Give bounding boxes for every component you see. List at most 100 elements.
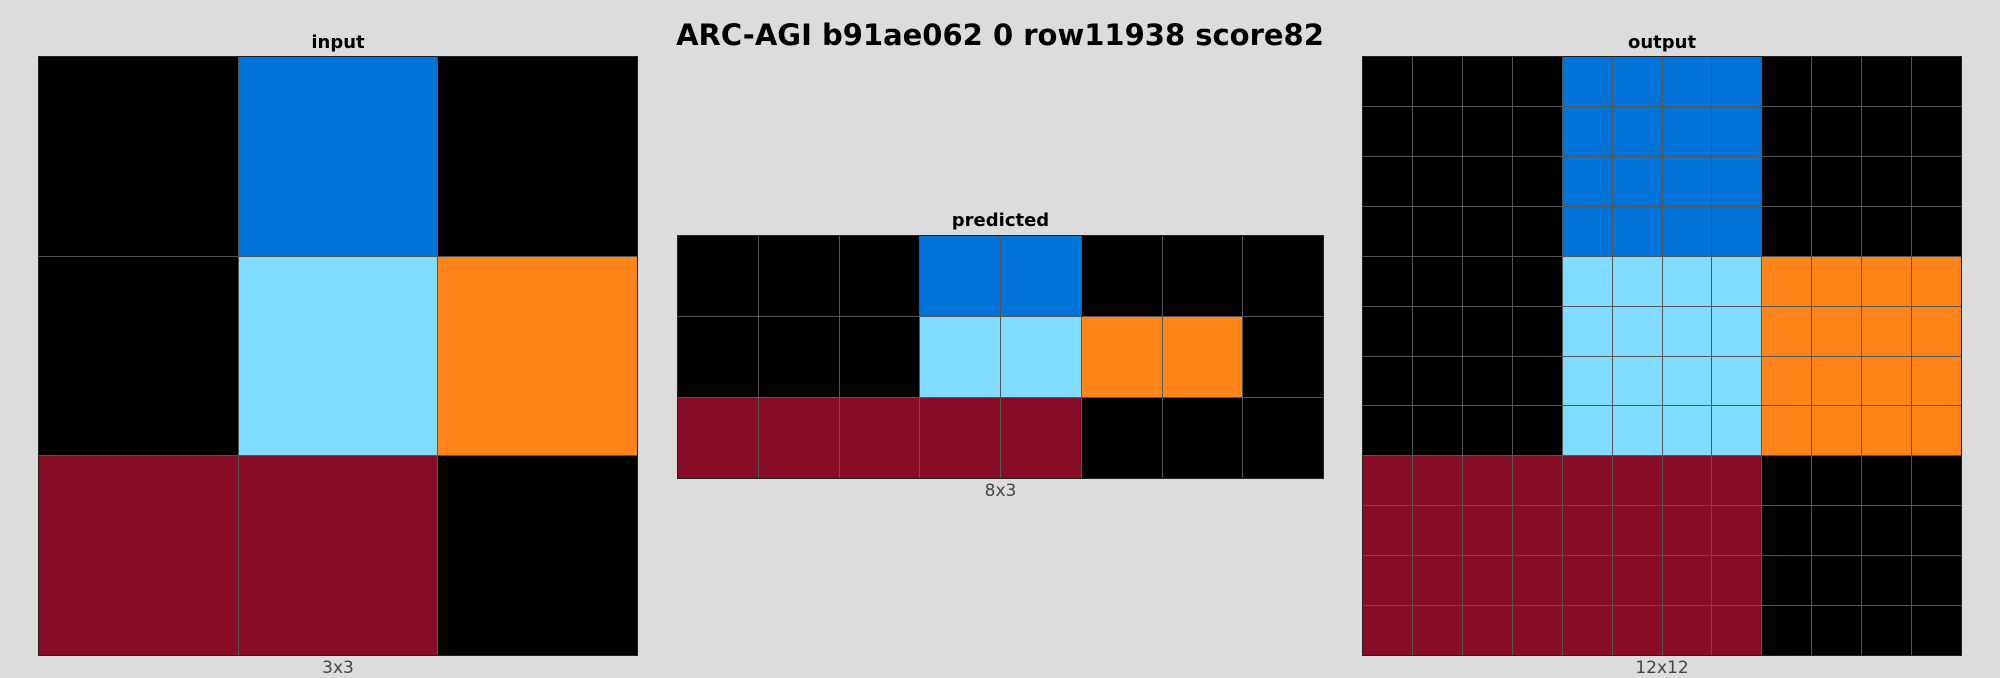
output-grid-cell xyxy=(1662,556,1712,606)
predicted-size-label: 8x3 xyxy=(984,481,1017,501)
output-grid-cell xyxy=(1712,106,1762,156)
output-grid-cell xyxy=(1512,606,1562,655)
output-grid-cell xyxy=(1662,506,1712,556)
output-grid-cell xyxy=(1363,57,1412,106)
output-grid-cell xyxy=(1612,206,1662,256)
output-grid-cell xyxy=(1762,406,1812,456)
output-grid-cell xyxy=(1712,506,1762,556)
predicted-grid-cell xyxy=(1243,236,1323,316)
output-grid-cell xyxy=(1512,406,1562,456)
output-grid-cell xyxy=(1912,106,1961,156)
output-grid-cell xyxy=(1662,57,1712,106)
output-grid-cell xyxy=(1462,156,1512,206)
input-grid-cell xyxy=(39,57,238,256)
output-grid-cell xyxy=(1912,256,1961,306)
output-grid-cell xyxy=(1612,556,1662,606)
output-grid-cell xyxy=(1562,506,1612,556)
output-grid-cell xyxy=(1862,606,1912,655)
output-grid-cell xyxy=(1512,206,1562,256)
output-grid-cell xyxy=(1662,256,1712,306)
predicted-grid-cell xyxy=(839,236,920,316)
output-grid-cell xyxy=(1612,57,1662,106)
page-title: ARC-AGI b91ae062 0 row11938 score82 xyxy=(676,18,1324,52)
output-grid-cell xyxy=(1363,606,1412,655)
output-grid-cell xyxy=(1762,606,1812,655)
output-grid-cell xyxy=(1812,406,1862,456)
output-grid-cell xyxy=(1812,456,1862,506)
predicted-grid-cell xyxy=(678,236,758,316)
output-grid-cell xyxy=(1862,306,1912,356)
output-grid-cell xyxy=(1712,456,1762,506)
output-grid-cell xyxy=(1412,156,1462,206)
output-grid-cell xyxy=(1912,606,1961,655)
output-grid-cell xyxy=(1762,256,1812,306)
output-grid-cell xyxy=(1512,156,1562,206)
input-grid-cell xyxy=(39,456,238,655)
output-grid-cell xyxy=(1762,356,1812,406)
output-grid-cell xyxy=(1812,106,1862,156)
output-grid-cell xyxy=(1812,506,1862,556)
input-grid xyxy=(38,56,638,656)
predicted-grid xyxy=(677,235,1324,479)
output-grid-cell xyxy=(1862,506,1912,556)
output-grid-cell xyxy=(1512,57,1562,106)
output-grid-cell xyxy=(1462,106,1512,156)
output-grid-cell xyxy=(1412,406,1462,456)
output-grid-cell xyxy=(1363,156,1412,206)
output-grid-cell xyxy=(1912,306,1961,356)
output-grid-cell xyxy=(1612,606,1662,655)
input-grid-cell xyxy=(438,256,637,456)
input-grid-cell xyxy=(238,256,438,456)
output-grid-cell xyxy=(1462,256,1512,306)
output-grid-cell xyxy=(1762,506,1812,556)
predicted-panel-label: predicted xyxy=(951,210,1050,231)
output-grid xyxy=(1362,56,1962,656)
output-grid-cell xyxy=(1512,456,1562,506)
output-grid-cell xyxy=(1412,106,1462,156)
predicted-grid-cell xyxy=(839,317,920,397)
output-grid-cell xyxy=(1912,356,1961,406)
input-grid-cell xyxy=(238,456,438,655)
predicted-grid-cell xyxy=(839,398,920,478)
predicted-grid-cell xyxy=(678,317,758,397)
output-grid-cell xyxy=(1612,156,1662,206)
output-size-label: 12x12 xyxy=(1635,658,1689,678)
output-grid-cell xyxy=(1812,156,1862,206)
output-grid-cell xyxy=(1462,57,1512,106)
output-grid-cell xyxy=(1562,206,1612,256)
output-grid-cell xyxy=(1462,356,1512,406)
output-grid-cell xyxy=(1662,106,1712,156)
output-grid-cell xyxy=(1862,57,1912,106)
output-grid-cell xyxy=(1612,106,1662,156)
output-grid-cell xyxy=(1363,406,1412,456)
output-grid-cell xyxy=(1562,57,1612,106)
output-grid-cell xyxy=(1662,206,1712,256)
output-grid-cell xyxy=(1862,156,1912,206)
output-grid-cell xyxy=(1462,556,1512,606)
input-grid-cell xyxy=(438,456,637,655)
output-grid-cell xyxy=(1412,306,1462,356)
output-grid-cell xyxy=(1712,256,1762,306)
output-grid-cell xyxy=(1812,606,1862,655)
output-grid-cell xyxy=(1712,406,1762,456)
output-grid-cell xyxy=(1412,606,1462,655)
output-grid-cell xyxy=(1363,356,1412,406)
output-grid-cell xyxy=(1462,506,1512,556)
output-grid-cell xyxy=(1862,406,1912,456)
output-grid-cell xyxy=(1363,306,1412,356)
output-grid-cell xyxy=(1912,57,1961,106)
predicted-grid-cell xyxy=(758,236,839,316)
output-grid-cell xyxy=(1562,606,1612,655)
output-grid-cell xyxy=(1412,456,1462,506)
output-grid-cell xyxy=(1812,306,1862,356)
output-grid-cell xyxy=(1862,106,1912,156)
output-grid-cell xyxy=(1912,456,1961,506)
output-grid-cell xyxy=(1662,406,1712,456)
output-grid-cell xyxy=(1412,556,1462,606)
output-grid-cell xyxy=(1562,356,1612,406)
output-grid-cell xyxy=(1363,206,1412,256)
input-size-label: 3x3 xyxy=(322,658,354,678)
output-grid-cell xyxy=(1512,306,1562,356)
output-grid-cell xyxy=(1812,206,1862,256)
output-grid-cell xyxy=(1712,57,1762,106)
